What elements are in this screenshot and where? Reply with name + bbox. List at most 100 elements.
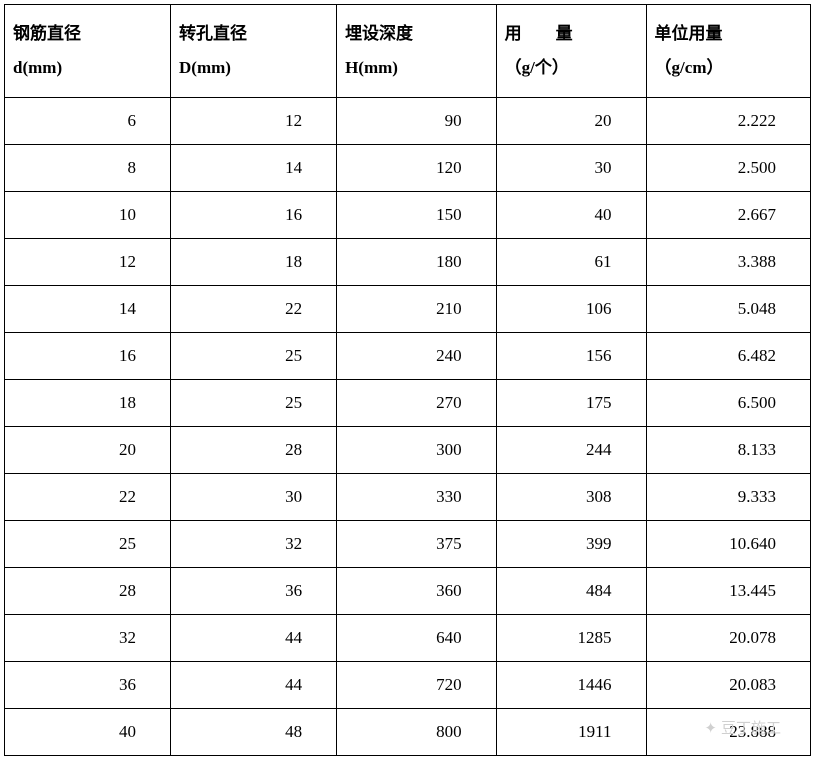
data-table: 钢筋直径 d(mm) 转孔直径 D(mm) 埋设深度 H(mm) 用 量 （g/…	[4, 4, 811, 756]
col-header-2: 埋设深度 H(mm)	[337, 5, 497, 98]
table-cell: 156	[496, 333, 646, 380]
table-cell: 12	[171, 98, 337, 145]
table-cell: 5.048	[646, 286, 810, 333]
table-cell: 720	[337, 662, 497, 709]
table-cell: 48	[171, 709, 337, 756]
table-cell: 6.482	[646, 333, 810, 380]
table-cell: 36	[171, 568, 337, 615]
table-row: 814120302.500	[5, 145, 811, 192]
table-cell: 30	[171, 474, 337, 521]
col-header-2-line1: 埋设深度	[345, 24, 413, 43]
table-row: 18252701756.500	[5, 380, 811, 427]
table-cell: 22	[5, 474, 171, 521]
table-row: 3644720144620.083	[5, 662, 811, 709]
table-row: 4048800191123.888	[5, 709, 811, 756]
table-row: 3244640128520.078	[5, 615, 811, 662]
table-cell: 175	[496, 380, 646, 427]
col-header-1-line1: 转孔直径	[179, 24, 247, 43]
table-row: 253237539910.640	[5, 521, 811, 568]
table-cell: 18	[171, 239, 337, 286]
col-header-0-line2: d(mm)	[13, 51, 162, 85]
col-header-3-line1: 用 量	[505, 24, 573, 43]
table-cell: 300	[337, 427, 497, 474]
table-cell: 25	[171, 333, 337, 380]
table-cell: 640	[337, 615, 497, 662]
header-row: 钢筋直径 d(mm) 转孔直径 D(mm) 埋设深度 H(mm) 用 量 （g/…	[5, 5, 811, 98]
col-header-1: 转孔直径 D(mm)	[171, 5, 337, 98]
table-cell: 40	[5, 709, 171, 756]
table-cell: 20.083	[646, 662, 810, 709]
col-header-0: 钢筋直径 d(mm)	[5, 5, 171, 98]
table-cell: 14	[171, 145, 337, 192]
table-cell: 20	[496, 98, 646, 145]
table-cell: 2.667	[646, 192, 810, 239]
table-cell: 240	[337, 333, 497, 380]
col-header-4: 单位用量 （g/cm）	[646, 5, 810, 98]
table-header: 钢筋直径 d(mm) 转孔直径 D(mm) 埋设深度 H(mm) 用 量 （g/…	[5, 5, 811, 98]
table-cell: 800	[337, 709, 497, 756]
table-cell: 10	[5, 192, 171, 239]
table-cell: 2.500	[646, 145, 810, 192]
table-row: 61290202.222	[5, 98, 811, 145]
table-cell: 32	[171, 521, 337, 568]
table-row: 20283002448.133	[5, 427, 811, 474]
table-cell: 25	[171, 380, 337, 427]
table-row: 1218180613.388	[5, 239, 811, 286]
table-cell: 1911	[496, 709, 646, 756]
table-cell: 375	[337, 521, 497, 568]
table-cell: 120	[337, 145, 497, 192]
table-row: 16252401566.482	[5, 333, 811, 380]
table-cell: 44	[171, 662, 337, 709]
table-cell: 2.222	[646, 98, 810, 145]
table-cell: 16	[171, 192, 337, 239]
table-cell: 28	[5, 568, 171, 615]
table-cell: 6.500	[646, 380, 810, 427]
table-cell: 106	[496, 286, 646, 333]
table-row: 22303303089.333	[5, 474, 811, 521]
col-header-1-line2: D(mm)	[179, 51, 328, 85]
table-cell: 18	[5, 380, 171, 427]
table-cell: 1285	[496, 615, 646, 662]
table-cell: 44	[171, 615, 337, 662]
table-cell: 244	[496, 427, 646, 474]
table-cell: 1446	[496, 662, 646, 709]
col-header-4-line2: （g/cm）	[655, 51, 802, 85]
table-cell: 20.078	[646, 615, 810, 662]
table-cell: 360	[337, 568, 497, 615]
table-cell: 23.888	[646, 709, 810, 756]
table-container: 钢筋直径 d(mm) 转孔直径 D(mm) 埋设深度 H(mm) 用 量 （g/…	[4, 4, 811, 756]
table-cell: 22	[171, 286, 337, 333]
table-row: 1016150402.667	[5, 192, 811, 239]
table-cell: 330	[337, 474, 497, 521]
table-cell: 484	[496, 568, 646, 615]
table-cell: 13.445	[646, 568, 810, 615]
table-cell: 9.333	[646, 474, 810, 521]
table-cell: 12	[5, 239, 171, 286]
table-cell: 14	[5, 286, 171, 333]
table-row: 283636048413.445	[5, 568, 811, 615]
table-cell: 30	[496, 145, 646, 192]
table-cell: 90	[337, 98, 497, 145]
col-header-4-line1: 单位用量	[655, 24, 723, 43]
table-row: 14222101065.048	[5, 286, 811, 333]
table-cell: 3.388	[646, 239, 810, 286]
table-cell: 8	[5, 145, 171, 192]
table-cell: 40	[496, 192, 646, 239]
col-header-3-line2: （g/个）	[505, 51, 638, 85]
table-cell: 399	[496, 521, 646, 568]
table-cell: 308	[496, 474, 646, 521]
table-cell: 210	[337, 286, 497, 333]
table-cell: 180	[337, 239, 497, 286]
table-cell: 6	[5, 98, 171, 145]
table-cell: 36	[5, 662, 171, 709]
table-cell: 16	[5, 333, 171, 380]
table-body: 61290202.222814120302.5001016150402.6671…	[5, 98, 811, 756]
col-header-2-line2: H(mm)	[345, 51, 488, 85]
table-cell: 25	[5, 521, 171, 568]
table-cell: 8.133	[646, 427, 810, 474]
table-cell: 20	[5, 427, 171, 474]
table-cell: 10.640	[646, 521, 810, 568]
table-cell: 61	[496, 239, 646, 286]
table-cell: 270	[337, 380, 497, 427]
col-header-0-line1: 钢筋直径	[13, 24, 81, 43]
